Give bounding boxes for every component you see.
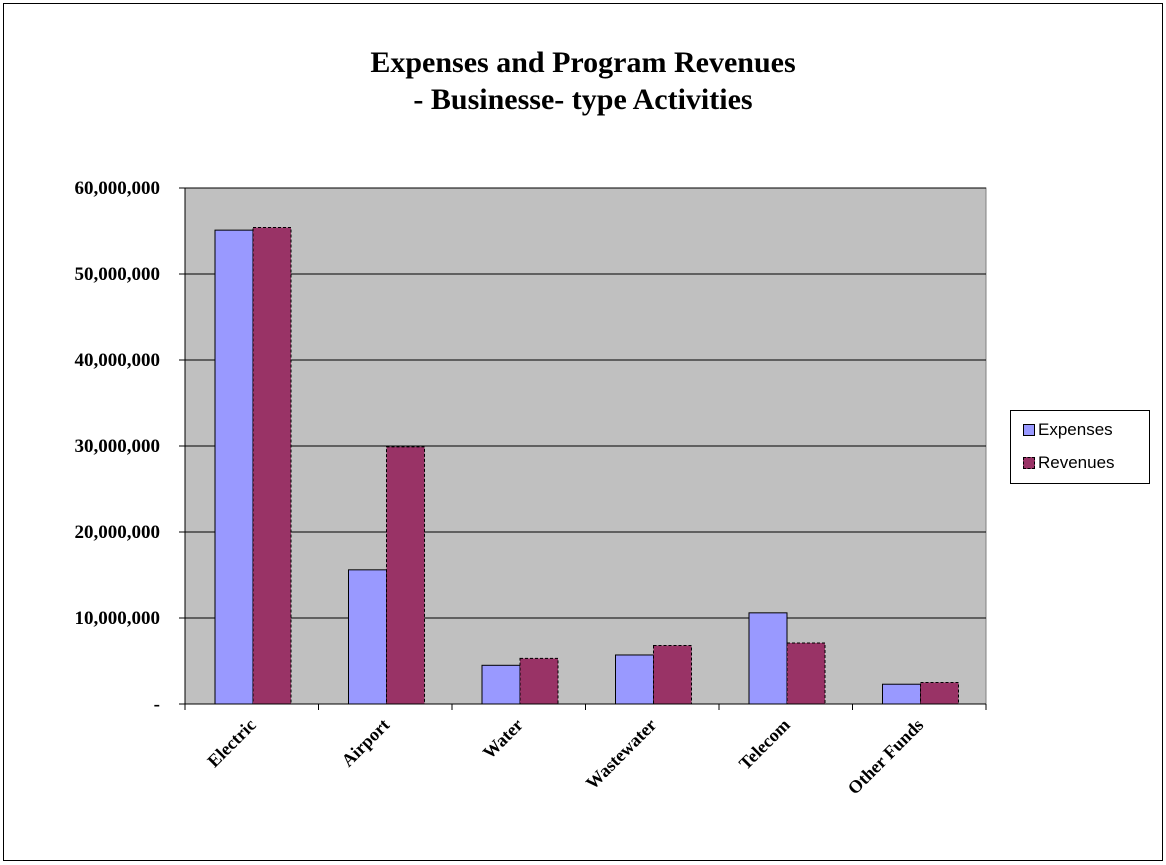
x-axis-tick-labels: Electric Airport Water Wastewater Telecom Oth… <box>203 715 927 799</box>
legend-label-expenses: Expenses <box>1038 420 1113 439</box>
x-tick-label: Wastewater <box>582 715 660 793</box>
legend: Expenses Revenues <box>1010 410 1150 484</box>
chart-title-line-2: - Businesse- type Activities <box>413 83 753 116</box>
bar-revenues-other-funds <box>920 682 959 705</box>
legend-swatch-revenues <box>1023 457 1035 469</box>
y-tick-label: 50,000,000 <box>75 264 161 285</box>
bar-revenues-telecom <box>786 642 826 705</box>
bar-expenses-electric <box>214 229 254 705</box>
bar-revenues-airport <box>386 446 425 705</box>
axes <box>179 187 987 710</box>
chart-title-line-1: Expenses and Program Revenues <box>370 46 796 79</box>
x-tick-label: Telecom <box>735 715 794 774</box>
y-tick-label: 60,000,000 <box>75 178 161 199</box>
legend-item-revenues: Revenues <box>1023 453 1115 473</box>
bar-expenses-wastewater <box>615 654 654 705</box>
bar-revenues-wastewater <box>653 645 692 705</box>
x-tick-label: Airport <box>337 715 393 771</box>
legend-label-revenues: Revenues <box>1038 453 1115 472</box>
x-tick-label: Electric <box>203 715 260 772</box>
y-axis-tick-labels: - 10,000,000 20,000,000 30,000,000 40,000,00… <box>75 178 161 715</box>
y-tick-label: - <box>154 694 160 715</box>
legend-swatch-expenses <box>1023 424 1035 436</box>
bar-revenues-water <box>519 657 559 705</box>
bar-expenses-other-funds <box>882 683 921 705</box>
bar-revenues-electric <box>252 227 292 705</box>
bars <box>214 227 959 705</box>
y-tick-label: 40,000,000 <box>75 350 161 371</box>
bar-expenses-water <box>481 664 521 705</box>
gridlines <box>185 187 986 619</box>
y-tick-label: 30,000,000 <box>75 436 161 457</box>
bar-expenses-telecom <box>748 612 788 705</box>
chart-title: Expenses and Program Revenues - Business… <box>0 44 1166 118</box>
bar-expenses-airport <box>348 569 387 705</box>
y-tick-label: 10,000,000 <box>75 608 161 629</box>
y-tick-label: 20,000,000 <box>75 522 161 543</box>
x-tick-label: Other Funds <box>844 715 928 799</box>
x-tick-label: Water <box>479 715 527 763</box>
legend-item-expenses: Expenses <box>1023 420 1113 440</box>
